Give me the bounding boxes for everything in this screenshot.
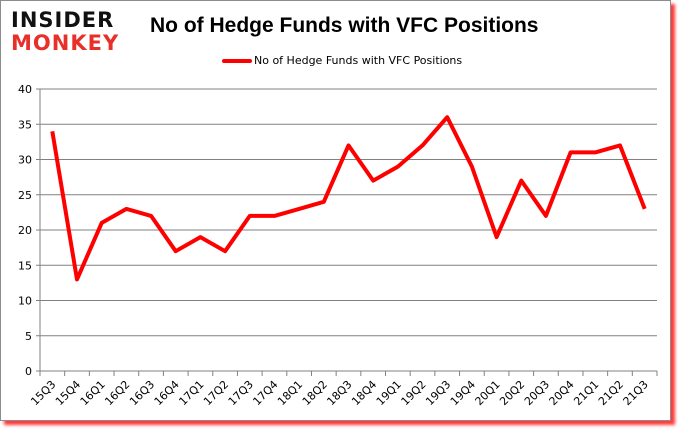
x-tick-label: 19Q2 [398, 378, 428, 408]
x-tick-label: 18Q2 [300, 378, 330, 408]
x-tick-label: 20Q3 [522, 378, 552, 408]
legend-label: No of Hedge Funds with VFC Positions [254, 54, 463, 67]
logo-line-1: INSIDER [11, 8, 115, 32]
insider-monkey-logo: INSIDER MONKEY [11, 8, 126, 56]
x-tick-label: 17Q2 [201, 378, 231, 408]
x-tick-label: 19Q1 [374, 378, 404, 408]
chart-legend: No of Hedge Funds with VFC Positions [222, 54, 462, 67]
y-tick-label: 5 [25, 330, 32, 343]
x-tick-label: 19Q4 [448, 378, 478, 408]
x-tick-label: 21Q3 [621, 378, 651, 408]
y-tick-label: 30 [18, 154, 32, 167]
x-tick-label: 21Q2 [596, 378, 626, 408]
x-tick-label: 20Q4 [547, 378, 577, 408]
x-tick-label: 15Q3 [28, 378, 58, 408]
x-tick-label: 16Q3 [127, 378, 157, 408]
y-tick-label: 25 [18, 189, 32, 202]
x-tick-label: 19Q3 [423, 378, 453, 408]
logo-line-2: MONKEY [11, 31, 120, 55]
x-tick-label: 18Q4 [349, 378, 379, 408]
legend-line-icon [222, 58, 252, 63]
y-tick-label: 35 [18, 118, 32, 131]
y-tick-label: 0 [25, 365, 32, 378]
y-tick-label: 10 [18, 295, 32, 308]
x-tick-label: 21Q1 [571, 378, 601, 408]
x-tick-label: 18Q1 [275, 378, 305, 408]
x-tick-label: 16Q4 [152, 378, 182, 408]
x-tick-label: 17Q4 [250, 378, 280, 408]
series-line [50, 115, 647, 282]
x-tick-label: 16Q1 [78, 378, 108, 408]
x-tick-label: 20Q2 [497, 378, 527, 408]
x-tick-label: 16Q2 [102, 378, 132, 408]
chart-frame [0, 0, 671, 421]
y-tick-label: 15 [18, 259, 32, 272]
x-tick-label: 20Q1 [473, 378, 503, 408]
x-tick-label: 15Q4 [53, 378, 83, 408]
y-tick-label: 40 [18, 83, 32, 96]
x-tick-label: 17Q3 [226, 378, 256, 408]
y-tick-label: 20 [18, 224, 32, 237]
chart-title: No of Hedge Funds with VFC Positions [150, 14, 539, 37]
x-tick-label: 18Q3 [324, 378, 354, 408]
x-tick-label: 17Q1 [176, 378, 206, 408]
